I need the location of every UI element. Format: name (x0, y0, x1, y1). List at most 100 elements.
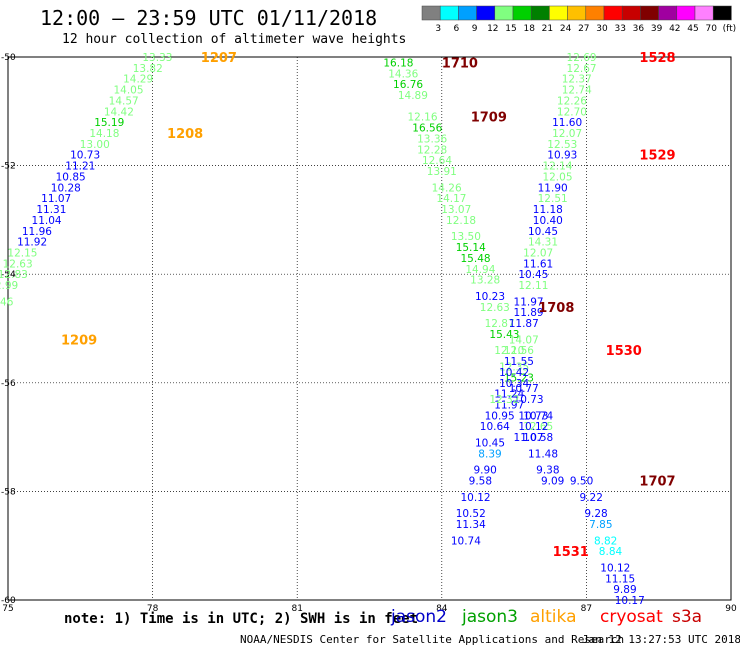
y-tick-label: -50 (1, 53, 16, 63)
wave-height-value: 16.76 (393, 79, 423, 91)
y-tick-label: -58 (1, 487, 16, 497)
wave-height-value: 13.28 (470, 275, 500, 287)
colorbar-swatch (476, 5, 496, 21)
legend-altika: altika (530, 607, 577, 627)
wave-height-value: 10.95 (485, 410, 515, 422)
wave-height-value: 11.96 (22, 226, 52, 238)
wave-height-value: 10.42 (499, 367, 529, 379)
colorbar-label: 39 (651, 24, 663, 34)
credit-line: NOAA/NESDIS Center for Satellite Applica… (240, 633, 625, 646)
colorbar-swatch (621, 5, 641, 21)
wave-height-value: 10.17 (615, 595, 645, 607)
pass-time-label: 1209 (61, 333, 97, 348)
wave-height-value: 14.17 (436, 193, 466, 205)
wave-height-value: 9.89 (613, 584, 636, 596)
colorbar-swatch (421, 5, 441, 21)
wave-height-value: 12.28 (417, 144, 447, 156)
legend-s3a: s3a (672, 607, 703, 627)
colorbar-swatch (676, 5, 696, 21)
wave-height-value: 13.82 (133, 63, 163, 75)
wave-height-value: 10.77 (509, 383, 539, 395)
colorbar-swatch (603, 5, 623, 21)
wave-height-value: 11.34 (456, 519, 486, 531)
wave-height-value: 11.89 (514, 307, 544, 319)
wave-height-value: 14.29 (123, 74, 153, 86)
wave-height-value: 14.94 (465, 264, 495, 276)
wave-height-value: 9.58 (469, 476, 492, 488)
wave-height-value: 13.50 (451, 231, 481, 243)
wave-height-value: 11.97 (514, 296, 544, 308)
wave-height-value: 12.51 (538, 193, 568, 205)
colorbar-label: 6 (454, 24, 460, 34)
wave-height-value: 12.07 (552, 128, 582, 140)
colorbar-swatch (439, 5, 459, 21)
wave-height-value: 10.85 (56, 171, 86, 183)
colorbar-label: 3 (435, 24, 441, 34)
pass-time-label: 1707 (639, 475, 675, 490)
wave-height-value: 10.73 (514, 394, 544, 406)
wave-height-value: 11.15 (605, 573, 635, 585)
legend-jason3: jason3 (462, 607, 518, 627)
wave-height-value: 10.45 (518, 269, 548, 281)
wave-height-value: 14.36 (388, 68, 418, 80)
wave-height-value: 10.58 (523, 432, 553, 444)
colorbar-label: 21 (542, 24, 553, 34)
colorbar-label: 30 (596, 24, 608, 34)
axis-ticks: 75 78 81 84 87 90 -50 -52 -54 -56 -58 -60 (1, 53, 737, 614)
wave-height-value: 12.46 (0, 296, 14, 308)
grid-lines (8, 57, 731, 600)
pass-time-label: 1531 (553, 545, 589, 560)
wave-height-value: 14.57 (109, 95, 139, 107)
wave-height-value: 12.63 (3, 258, 33, 270)
wave-height-value: 12.35 (499, 362, 529, 374)
colorbar-swatch (585, 5, 605, 21)
wave-height-value: 11.18 (533, 204, 563, 216)
wave-height-value: 15.43 (489, 329, 519, 341)
wave-height-value: 12.14 (542, 161, 572, 173)
wave-height-value: 11.90 (538, 182, 568, 194)
wave-height-value: 12.67 (567, 63, 597, 75)
colorbar-label: 9 (472, 24, 478, 34)
wave-height-value: 11.60 (552, 117, 582, 129)
colorbar-label: 24 (560, 24, 572, 34)
colorbar-swatch (567, 5, 587, 21)
wave-height-value: 11.04 (32, 215, 62, 227)
colorbar-label: 33 (614, 24, 625, 34)
wave-height-value: 14.26 (432, 182, 462, 194)
wave-height-value: 9.28 (584, 508, 607, 520)
wave-height-value: 11.48 (528, 448, 558, 460)
colorbar-swatch (530, 5, 550, 21)
plot-frame (7, 56, 732, 601)
colorbar-swatch (658, 5, 678, 21)
colorbar-label: (ft) (723, 24, 737, 34)
footnote: note: 1) Time is in UTC; 2) SWH is in fe… (64, 611, 419, 627)
wave-height-value: 16.18 (383, 57, 413, 69)
wave-height-value: 10.52 (456, 508, 486, 520)
wave-height-value: 9.22 (580, 492, 603, 504)
wave-height-value: 14.07 (509, 334, 539, 346)
wave-height-value: 11.24 (494, 389, 524, 401)
pass-time-label: 1529 (639, 149, 675, 164)
wave-height-value: 14.18 (89, 128, 119, 140)
colorbar-swatch (458, 5, 477, 21)
wave-height-value: 14.42 (104, 106, 134, 118)
wave-height-value: 12.26 (557, 95, 587, 107)
pass-time-label: 1710 (442, 56, 478, 71)
wave-height-value: 12.99 (0, 280, 18, 292)
wave-height-value: 12.32 (489, 394, 519, 406)
wave-height-value: 10.74 (523, 410, 553, 422)
data-points: 13.3313.8214.2914.0514.5714.4215.1914.18… (0, 52, 645, 607)
wave-height-value: 12.64 (422, 155, 452, 167)
wave-height-value: 15.48 (461, 253, 491, 265)
y-tick-label: -60 (1, 596, 16, 606)
x-tick-label: 78 (147, 604, 159, 614)
wave-height-value: 14.05 (113, 85, 143, 97)
wave-height-value: 12.15 (7, 247, 37, 259)
wave-height-value: 13.91 (427, 166, 457, 178)
wave-height-value: 12.10 (494, 345, 524, 357)
colorbar-label: 36 (633, 24, 645, 34)
wave-height-value: 15.19 (94, 117, 124, 129)
wave-height-value: 9.09 (541, 476, 564, 488)
colorbar-label: 42 (669, 24, 680, 34)
